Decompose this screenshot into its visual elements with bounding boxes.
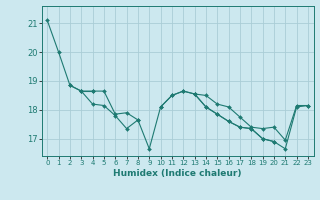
X-axis label: Humidex (Indice chaleur): Humidex (Indice chaleur)	[113, 169, 242, 178]
